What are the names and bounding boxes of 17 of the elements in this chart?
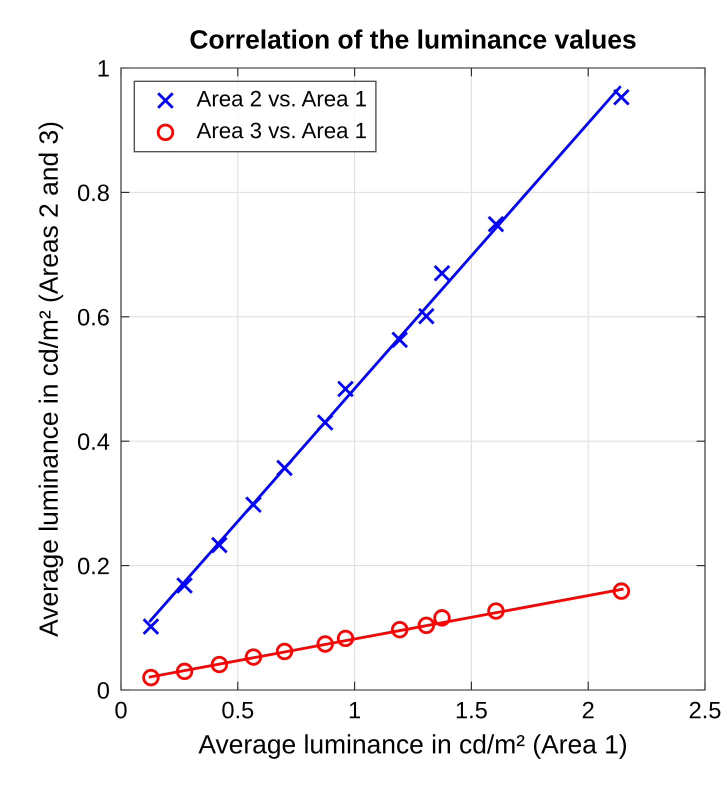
x-axis-title: Average luminance in cd/m² (Area 1) xyxy=(198,734,626,759)
x-tick-label: 1 xyxy=(350,702,360,718)
y-tick-label: 0.8 xyxy=(78,184,109,202)
y-tick-label: 0.2 xyxy=(78,558,109,574)
y-tick-label: 0.4 xyxy=(78,433,110,450)
x-tick-label: 2 xyxy=(582,702,594,718)
y-tick-label: 1 xyxy=(98,60,109,77)
legend-label: Area 3 vs. Area 1 xyxy=(196,122,366,138)
x-tick-label: 2.5 xyxy=(690,702,720,718)
y-tick-label: 0 xyxy=(98,682,109,699)
x-tick-label: 0.5 xyxy=(222,702,254,718)
x-tick-label: 1.5 xyxy=(456,702,487,718)
y-axis-title: Average luminance in cd/m² (Areas 2 and 3) xyxy=(38,122,64,637)
chart-title: Correlation of the luminance values xyxy=(190,29,636,49)
legend-label: Area 2 vs. Area 1 xyxy=(196,90,366,107)
x-tick-label: 0 xyxy=(115,702,127,718)
y-tick-label: 0.6 xyxy=(78,308,109,326)
